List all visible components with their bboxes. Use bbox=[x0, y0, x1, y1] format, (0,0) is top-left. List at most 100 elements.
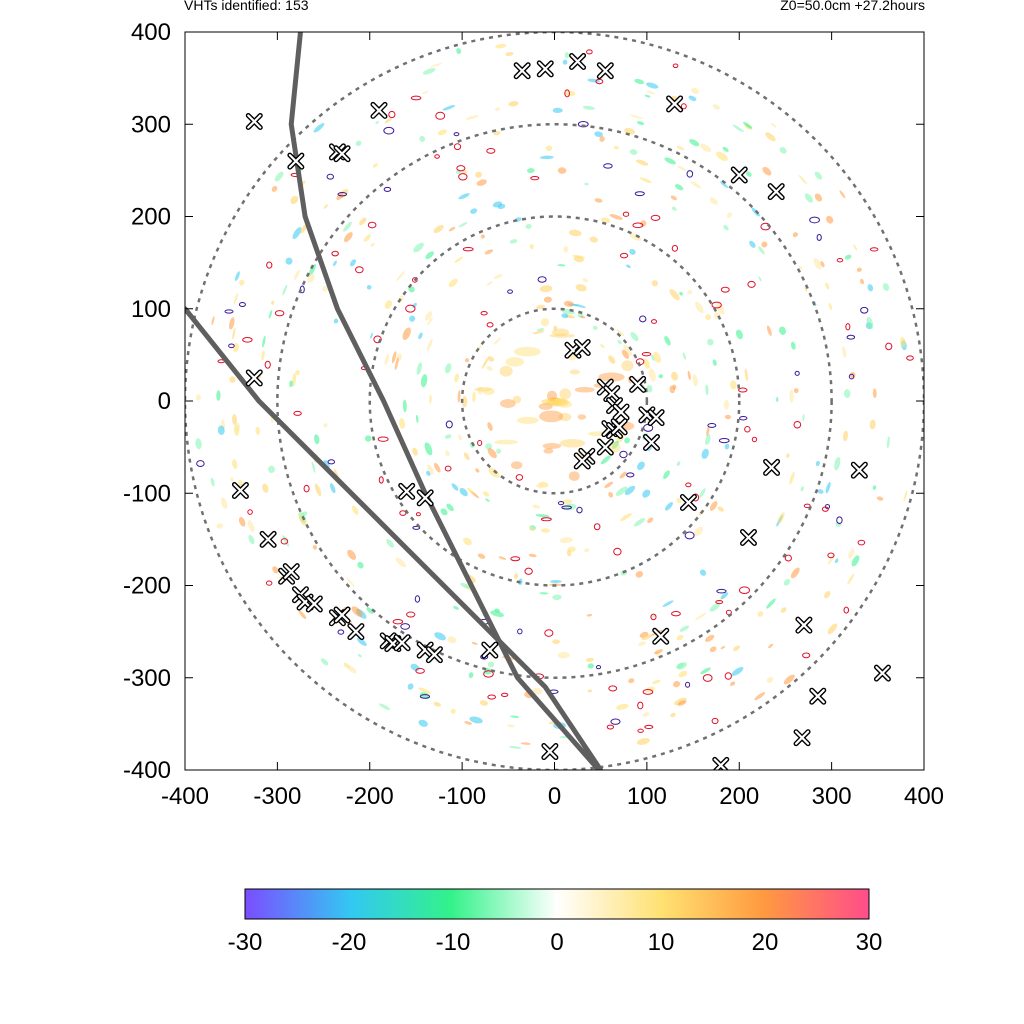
field-blob bbox=[314, 434, 320, 445]
field-blob bbox=[274, 171, 284, 182]
field-blob bbox=[485, 443, 492, 450]
field-blob bbox=[776, 397, 779, 402]
field-blob bbox=[477, 553, 486, 559]
field-blob bbox=[513, 573, 519, 580]
field-blob bbox=[687, 370, 691, 381]
vht-marker bbox=[850, 461, 868, 479]
updraft-contour bbox=[650, 214, 661, 221]
field-blob bbox=[562, 59, 568, 65]
field-blob bbox=[370, 242, 375, 247]
core-blob bbox=[540, 318, 550, 327]
field-blob bbox=[777, 512, 785, 524]
field-blob bbox=[758, 246, 765, 255]
updraft-contour bbox=[303, 484, 310, 493]
updraft-contour bbox=[486, 147, 496, 154]
updraft-contour bbox=[642, 688, 654, 695]
field-blob bbox=[695, 612, 707, 621]
updraft-contour bbox=[383, 126, 395, 135]
field-blob bbox=[448, 226, 456, 232]
field-blob bbox=[604, 481, 614, 488]
core-blob bbox=[512, 395, 522, 404]
field-blob bbox=[658, 374, 664, 379]
field-blob bbox=[475, 468, 480, 473]
field-blob bbox=[876, 496, 884, 501]
field-blob bbox=[426, 464, 434, 475]
field-blob bbox=[804, 286, 808, 292]
updraft-contour bbox=[684, 531, 695, 540]
vht-marker bbox=[333, 145, 351, 163]
field-blob bbox=[248, 534, 255, 545]
field-blob bbox=[600, 344, 605, 348]
field-blob bbox=[311, 461, 316, 473]
updraft-contour bbox=[228, 343, 235, 349]
field-blob bbox=[357, 653, 362, 658]
field-blob bbox=[394, 357, 399, 371]
field-blob bbox=[899, 336, 906, 348]
range-rings bbox=[185, 32, 924, 770]
field-blob bbox=[580, 315, 586, 319]
updraft-contour bbox=[507, 289, 513, 294]
field-blob bbox=[459, 488, 468, 497]
field-blob bbox=[268, 309, 273, 319]
field-blob bbox=[217, 425, 225, 435]
field-blob bbox=[744, 368, 749, 382]
field-blob bbox=[440, 508, 448, 516]
field-blob bbox=[557, 167, 567, 174]
field-blob bbox=[608, 492, 614, 498]
field-blob bbox=[195, 438, 202, 450]
updraft-contour bbox=[445, 420, 453, 429]
core-blob bbox=[547, 397, 562, 405]
updraft-contour bbox=[641, 351, 652, 357]
updraft-contour bbox=[593, 523, 601, 531]
updraft-contour bbox=[242, 337, 253, 343]
core-blob bbox=[516, 416, 539, 425]
field-blob bbox=[472, 391, 476, 403]
updraft-contour bbox=[377, 436, 389, 442]
field-blob bbox=[766, 325, 772, 336]
x-tick-label: -100 bbox=[438, 783, 486, 810]
updraft-contour bbox=[644, 724, 654, 729]
field-blob bbox=[573, 303, 586, 308]
core-blob bbox=[539, 410, 564, 423]
field-blob bbox=[486, 281, 493, 286]
field-blob bbox=[724, 414, 731, 420]
colorbar bbox=[244, 888, 870, 920]
field-blob bbox=[429, 62, 443, 68]
field-blob bbox=[568, 229, 582, 237]
core-blob bbox=[569, 369, 580, 375]
colorbar-tick-label: 0 bbox=[550, 929, 563, 956]
field-blob bbox=[307, 273, 315, 283]
field-blob bbox=[729, 681, 736, 686]
field-blob bbox=[592, 325, 598, 330]
range-ring bbox=[460, 307, 649, 495]
field-blob bbox=[694, 301, 704, 314]
updraft-contour bbox=[453, 132, 460, 137]
updraft-contour bbox=[412, 277, 418, 283]
field-blob bbox=[285, 257, 293, 265]
field-blob bbox=[616, 329, 625, 337]
updraft-contour bbox=[716, 588, 727, 594]
field-blob bbox=[637, 737, 650, 745]
field-blob bbox=[402, 399, 407, 413]
updraft-contour bbox=[414, 595, 421, 603]
field-blob bbox=[726, 212, 733, 218]
field-blob bbox=[705, 384, 709, 396]
field-blob bbox=[510, 715, 520, 719]
vht-marker bbox=[536, 60, 554, 78]
updraft-contour bbox=[576, 506, 583, 514]
updraft-contour bbox=[327, 459, 336, 465]
vht-marker bbox=[666, 95, 684, 113]
updraft-contour bbox=[885, 342, 893, 351]
field-blob bbox=[419, 135, 426, 142]
field-blob bbox=[442, 105, 456, 111]
field-blob bbox=[637, 121, 645, 126]
field-blob bbox=[664, 502, 673, 511]
field-blob bbox=[706, 426, 710, 437]
field-blob bbox=[790, 567, 800, 579]
field-blob bbox=[384, 353, 389, 366]
field-blob bbox=[351, 606, 363, 617]
field-blob bbox=[754, 692, 766, 701]
field-blob bbox=[456, 48, 462, 54]
field-blob bbox=[454, 256, 464, 263]
field-blob bbox=[844, 254, 852, 260]
